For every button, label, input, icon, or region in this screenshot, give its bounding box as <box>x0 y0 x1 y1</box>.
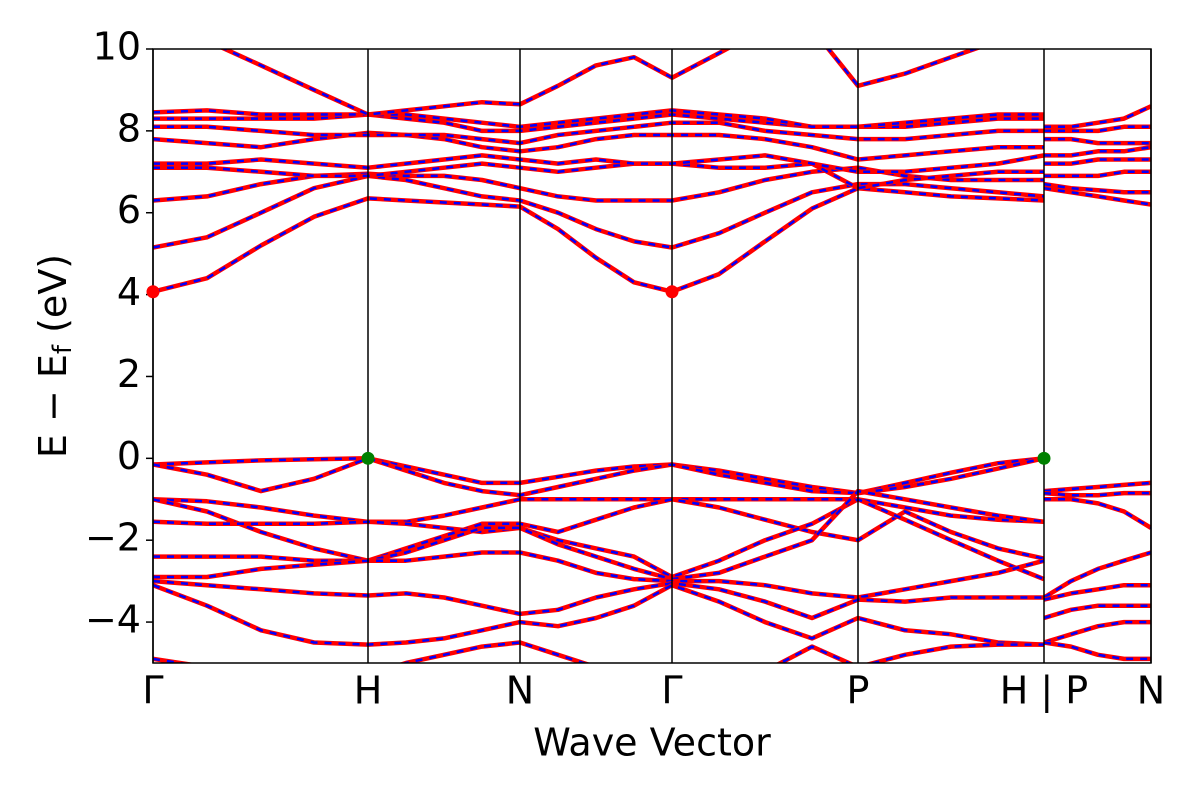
plot-area <box>153 49 1151 663</box>
y-tick-label: 8 <box>117 106 141 150</box>
extremum-point <box>146 285 160 299</box>
band-dash <box>1043 481 1151 493</box>
x-tick-label: N <box>1137 669 1165 713</box>
y-label-main: E − E <box>31 354 75 458</box>
band-line <box>153 497 1045 582</box>
band-dash <box>153 583 1045 646</box>
band-dash <box>153 489 1045 581</box>
band-dash <box>153 641 1044 663</box>
band-dash <box>153 498 1045 562</box>
band-dash <box>1044 125 1151 133</box>
x-tick-label: H | P <box>1000 669 1088 714</box>
band-line <box>1044 497 1151 530</box>
band-dash <box>1044 158 1151 165</box>
band-dash <box>1043 551 1151 599</box>
band-dash <box>153 457 1045 497</box>
x-tick-label: H <box>354 669 383 713</box>
band-dash <box>153 551 1045 599</box>
y-tick-label: −4 <box>85 598 141 642</box>
y-label-unit: (eV) <box>31 254 75 345</box>
extremum-point <box>1037 451 1051 465</box>
band-dash <box>1043 620 1151 644</box>
band-line <box>153 456 1045 498</box>
band-line <box>153 185 1045 294</box>
band-line <box>219 49 982 117</box>
y-tick-label: 10 <box>93 25 141 69</box>
band-dash <box>1044 137 1151 145</box>
band-dash <box>1043 604 1151 620</box>
x-tick-label: P <box>847 669 870 713</box>
band-line <box>1044 104 1151 130</box>
x-tick-label: Γ <box>142 669 163 713</box>
band-dash <box>1043 491 1151 497</box>
x-tick-label: Γ <box>661 669 682 713</box>
band-dash <box>1044 145 1151 157</box>
x-tick-label: N <box>506 669 534 713</box>
band-dash <box>153 186 1045 293</box>
x-axis-label: Wave Vector <box>533 721 771 765</box>
band-dash <box>1044 170 1151 178</box>
extremum-point <box>665 285 679 299</box>
y-tick-label: 4 <box>117 270 141 314</box>
band-dash <box>1043 583 1151 601</box>
y-label-sub: f <box>48 344 78 354</box>
extremum-point <box>361 451 375 465</box>
y-axis-label: E − Ef (eV) <box>31 254 78 458</box>
y-tick-label: 0 <box>117 434 141 478</box>
band-line <box>153 578 1044 621</box>
band-line <box>153 112 1044 134</box>
band-dash <box>153 131 1044 161</box>
band-line <box>153 153 1045 175</box>
band-dash <box>153 457 1045 495</box>
band-line <box>153 108 1044 130</box>
band-line <box>153 497 1045 525</box>
band-dash <box>153 162 1044 190</box>
band-dash <box>1043 641 1151 661</box>
y-tick-label: −2 <box>85 516 141 560</box>
band-dash <box>1044 105 1151 129</box>
band-line <box>153 173 1045 250</box>
band-dash <box>1044 498 1151 529</box>
y-tick-label: 6 <box>117 188 141 232</box>
y-tick-label: 2 <box>117 352 141 396</box>
band-dash <box>1043 182 1151 194</box>
band-line <box>153 120 1044 146</box>
band-dash <box>1043 186 1151 206</box>
band-dash <box>221 49 979 116</box>
